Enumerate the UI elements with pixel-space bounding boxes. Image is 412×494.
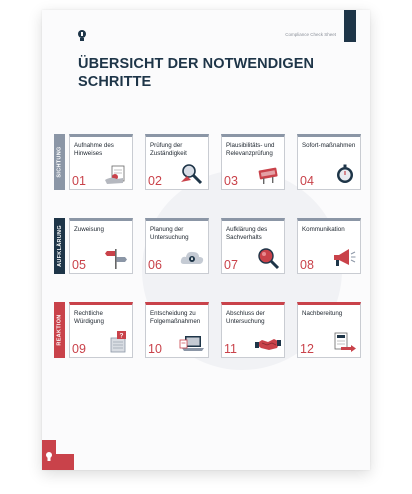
- step-label: Aufklärung des Sachverhalts: [226, 226, 268, 242]
- step-card: Aufklärung des Sachverhalts 07: [221, 218, 285, 274]
- step-card: Plausibilitäts- und Relevanzprüfung 03: [221, 134, 285, 190]
- title-line-2: SCHRITTE: [78, 73, 152, 90]
- step-card: Sofort-maßnahmen 04: [297, 134, 361, 190]
- megaphone-icon: [334, 249, 356, 266]
- faq-sign-icon: [258, 167, 278, 184]
- section-aufklaerung: AUFKLÄRUNG Zuweisung 05 Planung der Unte…: [54, 218, 361, 274]
- logo-icon: [78, 30, 86, 41]
- step-label: Rechtliche Würdigung: [74, 310, 104, 326]
- document-page: Compliance Check Sheet ÜBERSICHT DER NOT…: [42, 10, 370, 470]
- step-number: 10: [148, 342, 162, 356]
- stopwatch-icon: [337, 164, 353, 183]
- page-title: ÜBERSICHT DER NOTWENDIGEN SCHRITTE: [78, 56, 338, 91]
- step-number: 06: [148, 258, 162, 272]
- step-number: 01: [72, 174, 86, 188]
- magnifier-icon: [181, 164, 203, 185]
- step-label: Sofort-maßnahmen: [302, 142, 356, 149]
- step-card: Nachbereitung 12: [297, 302, 361, 358]
- step-card: Zuweisung 05: [69, 218, 133, 274]
- step-label: Prüfung der Zuständigkeit: [150, 142, 187, 158]
- phase-label: SICHTUNG: [54, 134, 65, 190]
- step-label: Zuweisung: [74, 226, 104, 233]
- svg-text:?: ?: [120, 333, 124, 340]
- hand-document-icon: [105, 165, 125, 184]
- paragraph-question-icon: ?: [110, 331, 126, 353]
- step-card: Aufnahme des Hinweises 01: [69, 134, 133, 190]
- step-label: Entscheidung zu Folgemaßnahmen: [150, 310, 201, 326]
- magnifier-icon: [258, 248, 280, 270]
- step-number: 04: [300, 174, 314, 188]
- step-number: 03: [224, 174, 238, 188]
- section-reaktion: REAKTION Rechtliche Würdigung 09 ? Entsc…: [54, 302, 361, 358]
- title-line-1: ÜBERSICHT DER NOTWENDIGEN: [78, 56, 315, 72]
- step-number: 11: [224, 342, 237, 356]
- step-card: Kommunikation 08: [297, 218, 361, 274]
- phase-label: AUFKLÄRUNG: [54, 218, 65, 274]
- laptop-icon: [179, 336, 204, 351]
- step-number: 12: [300, 342, 314, 356]
- step-card: Abschluss der Untersuchung 11: [221, 302, 285, 358]
- step-label: Abschluss der Untersuchung: [226, 310, 265, 326]
- document-arrow-icon: [334, 332, 356, 352]
- step-card: Rechtliche Würdigung 09 ?: [69, 302, 133, 358]
- step-label: Kommunikation: [302, 226, 345, 233]
- step-card: Planung der Untersuchung 06: [145, 218, 209, 274]
- doc-label: Compliance Check Sheet: [285, 32, 336, 37]
- step-label: Planung der Untersuchung: [150, 226, 189, 242]
- step-number: 09: [72, 342, 86, 356]
- step-number: 07: [224, 258, 238, 272]
- section-sichtung: SICHTUNG Aufnahme des Hinweises 01 Prüfu…: [54, 134, 361, 190]
- step-card: Prüfung der Zuständigkeit 02: [145, 134, 209, 190]
- phase-label: REAKTION: [54, 302, 65, 358]
- footer-logo: [42, 440, 74, 470]
- signpost-icon: [105, 249, 127, 269]
- step-number: 02: [148, 174, 162, 188]
- corner-tab: [344, 10, 356, 42]
- cloud-icon: [180, 251, 204, 264]
- handshake-icon: [255, 339, 281, 350]
- step-card: Entscheidung zu Folgemaßnahmen 10: [145, 302, 209, 358]
- step-number: 05: [72, 258, 86, 272]
- step-label: Plausibilitäts- und Relevanzprüfung: [226, 142, 275, 158]
- step-label: Nachbereitung: [302, 310, 343, 317]
- step-number: 08: [300, 258, 314, 272]
- step-label: Aufnahme des Hinweises: [74, 142, 114, 158]
